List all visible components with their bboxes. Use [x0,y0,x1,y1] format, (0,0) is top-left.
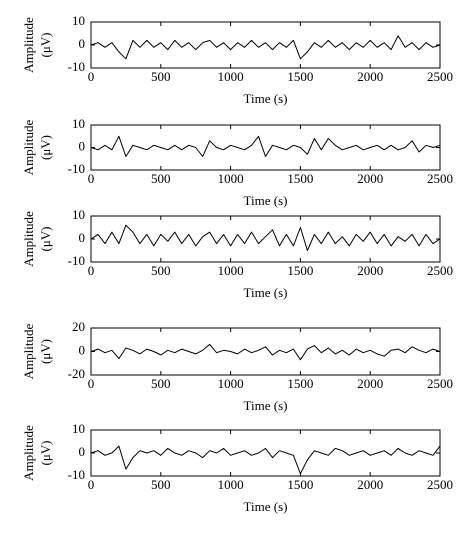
x-tick-label: 0 [88,376,95,391]
x-tick-label: 1500 [287,376,313,391]
y-axis-unit: (μV) [38,226,53,251]
y-tick-label: -10 [68,59,85,74]
signal-line [90,135,441,157]
x-tick-label: 2500 [427,171,453,186]
x-tick-label: 1500 [287,171,313,186]
x-tick-label: 500 [151,376,171,391]
x-tick-label: 1500 [287,263,313,278]
x-tick-label: 2500 [427,263,453,278]
y-tick-label: -10 [68,253,85,268]
x-tick-label: 1500 [287,69,313,84]
x-tick-label: 2000 [357,477,383,492]
y-axis-label: Amplitude [21,323,36,379]
signal-line [90,445,441,475]
x-tick-label: 0 [88,69,95,84]
y-tick-label: 10 [72,207,85,222]
x-tick-label: 2000 [357,263,383,278]
y-tick-label: 10 [72,421,85,436]
y-axis-unit: (μV) [38,32,53,57]
x-tick-label: 0 [88,171,95,186]
y-tick-label: -10 [68,467,85,482]
y-tick-label: 0 [79,230,86,245]
y-tick-label: 0 [79,36,86,51]
y-axis-unit: (μV) [38,440,53,465]
y-tick-label: 0 [79,342,86,357]
plot-frame [90,21,441,69]
x-axis-label: Time (s) [244,91,288,106]
x-tick-label: 1000 [218,69,244,84]
x-tick-label: 500 [151,69,171,84]
x-tick-label: 500 [151,477,171,492]
x-tick-label: 1500 [287,477,313,492]
x-tick-label: 2000 [357,171,383,186]
x-tick-label: 0 [88,477,95,492]
x-tick-label: 1000 [218,171,244,186]
signal-line [90,343,441,361]
y-tick-label: 0 [79,138,86,153]
x-axis-label: Time (s) [244,285,288,300]
x-tick-label: 2500 [427,477,453,492]
y-tick-label: 10 [72,116,85,131]
x-axis-label: Time (s) [244,499,288,514]
x-tick-label: 500 [151,171,171,186]
y-tick-label: 0 [79,444,86,459]
x-axis-label: Time (s) [244,193,288,208]
x-tick-label: 1000 [218,263,244,278]
x-tick-label: 1000 [218,376,244,391]
signal-line [90,35,441,60]
x-tick-label: 2000 [357,376,383,391]
x-tick-label: 2000 [357,69,383,84]
signal-line [90,224,441,251]
y-tick-label: 20 [72,319,85,334]
x-tick-label: 500 [151,263,171,278]
y-axis-unit: (μV) [38,339,53,364]
y-tick-label: -20 [68,366,85,381]
y-axis-label: Amplitude [21,17,36,73]
y-axis-label: Amplitude [21,211,36,267]
x-tick-label: 1000 [218,477,244,492]
x-tick-label: 2500 [427,376,453,391]
x-tick-label: 2500 [427,69,453,84]
y-tick-label: 10 [72,13,85,28]
x-axis-label: Time (s) [244,398,288,413]
y-axis-label: Amplitude [21,119,36,175]
y-axis-unit: (μV) [38,135,53,160]
x-tick-label: 0 [88,263,95,278]
y-tick-label: -10 [68,161,85,176]
y-axis-label: Amplitude [21,425,36,481]
